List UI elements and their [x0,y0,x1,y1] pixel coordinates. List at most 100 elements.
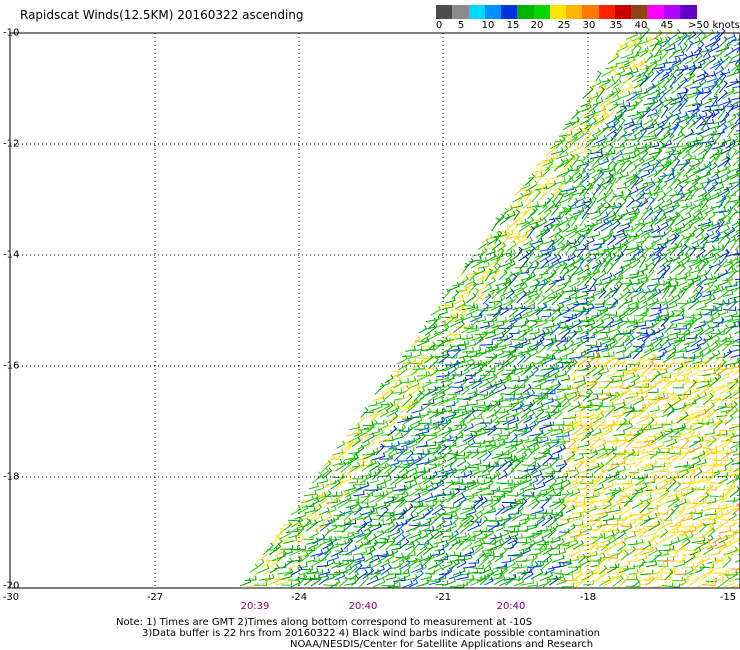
wind-barb [690,106,701,118]
wind-barb [626,367,637,376]
wind-barb [719,224,730,234]
wind-barb [626,213,638,226]
wind-barb [273,538,283,550]
wind-barb [596,237,607,251]
wind-barb [701,149,709,160]
wind-barb [529,217,542,226]
wind-barb [572,172,583,184]
wind-barb [409,380,420,389]
wind-barb [645,560,657,568]
wind-barb [524,315,540,322]
wind-barb [291,516,304,528]
wind-barb [688,139,699,148]
wind-barb [348,432,361,443]
wind-barb [556,370,567,378]
wind-barb [731,111,740,118]
wind-barb [704,101,718,108]
wind-barb [301,566,313,571]
wind-barb [424,569,435,575]
wind-barb [695,59,706,70]
wind-barb [618,231,629,239]
wind-barb [529,366,539,378]
wind-barb [448,538,459,551]
wind-barb [674,273,688,281]
wind-barb [693,135,704,142]
wind-barb [677,114,690,124]
wind-barb [433,452,447,461]
wind-barb [324,454,336,466]
wind-barb [458,355,472,365]
wind-barb [648,97,659,105]
wind-barb [586,540,599,552]
wind-barb [690,215,701,226]
wind-barb [427,331,438,341]
wind-barb [569,287,580,298]
wind-barb [564,565,579,576]
wind-barb [356,431,369,443]
wind-barb [582,227,592,237]
wind-barb [533,544,548,550]
lat-label: -16 [3,360,20,372]
wind-barb [532,329,546,341]
wind-barb [341,438,357,444]
wind-barb [441,361,453,372]
wind-barb [654,43,663,58]
wind-barb [322,528,331,539]
wind-barb [609,329,621,341]
wind-barb [536,218,548,228]
wind-barb [561,321,574,330]
wind-barb [521,426,533,437]
wind-barb [631,201,644,209]
wind-barb [597,545,609,557]
wind-barb [394,558,405,570]
wind-barb [473,533,487,544]
wind-barb [582,482,595,490]
wind-barb [355,532,367,544]
wind-barb [551,254,562,264]
wind-barb [573,433,586,442]
wind-barb [553,177,566,185]
wind-barb [565,204,572,216]
wind-barb [540,496,550,509]
wind-barb [690,430,701,438]
wind-barb [728,468,740,478]
wind-barb [720,249,730,264]
wind-barb [696,563,706,574]
wind-barb [642,341,652,347]
wind-barb [653,517,663,528]
wind-barb [729,485,740,498]
wind-barb [583,274,593,287]
wind-barb [416,579,430,587]
wind-barb [563,536,577,546]
wind-barb [689,485,699,495]
wind-barb [470,576,483,587]
wind-barb [668,59,682,69]
wind-barb [711,382,725,394]
wind-barb [673,529,685,540]
wind-barb [635,295,647,306]
wind-barb [733,388,740,394]
wind-barb [661,582,674,587]
wind-barb [729,147,738,161]
wind-barb [311,568,323,574]
wind-barb [514,338,528,347]
wind-barb [710,429,722,438]
wind-barb [447,371,458,382]
wind-barb [498,453,513,460]
wind-barb [587,80,599,94]
wind-barb [695,443,708,450]
wind-barb [628,468,639,474]
wind-barb [546,192,555,204]
wind-barb [396,365,408,378]
wind-barb [720,188,731,203]
wind-barb [723,339,735,346]
wind-barb [516,218,527,226]
wind-barb [483,545,497,552]
wind-barb [668,28,681,41]
wind-barb [591,154,601,168]
wind-barb [647,413,657,425]
wind-barb [458,401,469,408]
wind-barb [595,343,609,353]
wind-barb [626,518,637,526]
